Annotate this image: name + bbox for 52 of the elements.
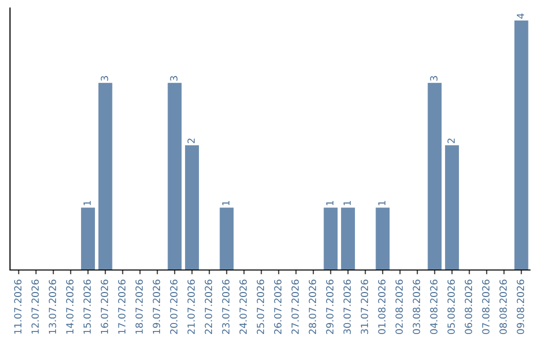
data-label: 1 [378,200,386,206]
x-tick-label: 15.07.2026 [83,280,91,334]
bar [428,82,442,270]
x-tick-label: 25.07.2026 [256,280,264,334]
x-tick-label: 08.08.2026 [499,280,507,334]
x-tick-label: 12.07.2026 [31,280,39,334]
data-label: 2 [187,138,195,144]
bar [514,20,528,270]
data-label: 1 [326,200,334,206]
x-tick-label: 01.08.2026 [378,280,386,334]
x-tick-label: 05.08.2026 [447,280,455,334]
bar [376,208,390,270]
x-tick-label: 07.08.2026 [482,280,490,334]
x-tick-label: 23.07.2026 [222,280,230,334]
x-tick-label: 13.07.2026 [48,280,56,334]
bar [98,82,112,270]
data-label: 1 [84,200,91,206]
x-tick-label: 31.07.2026 [360,280,368,334]
bar [185,145,199,270]
x-tick-label: 27.07.2026 [291,280,299,334]
x-tick-label: 09.08.2026 [516,280,524,334]
x-tick-label: 04.08.2026 [430,280,438,334]
x-tick-label: 24.07.2026 [239,280,247,334]
data-label: 2 [447,138,455,144]
x-tick-label: 17.07.2026 [118,280,126,334]
bar [168,82,182,270]
data-label: 1 [222,200,230,206]
x-tick-label: 20.07.2026 [170,280,178,334]
x-tick-label: 06.08.2026 [464,280,472,334]
x-tick-label: 21.07.2026 [187,280,195,334]
x-tick-label: 22.07.2026 [204,280,212,334]
x-tick-label: 02.08.2026 [395,280,403,334]
data-label: 1 [344,200,351,206]
x-tick-label: 03.08.2026 [412,280,420,334]
x-tick-label: 26.07.2026 [274,280,282,334]
x-tick-label: 16.07.2026 [100,280,108,334]
data-label: 3 [100,76,108,81]
x-tick-label: 11.07.2026 [14,280,22,334]
data-label: 3 [430,76,438,81]
data-label: 3 [170,76,178,81]
x-tick-label: 14.07.2026 [66,280,74,334]
x-tick-label: 28.07.2026 [308,280,316,334]
x-tick-label: 29.07.2026 [326,280,334,334]
bar [220,208,234,270]
x-tick-label: 18.07.2026 [135,280,143,334]
bar [81,208,95,270]
x-tick-label: 30.07.2026 [343,280,351,334]
bar [341,208,355,270]
data-label: 4 [516,13,524,19]
x-tick-label: 19.07.2026 [152,280,160,334]
bar [324,208,338,270]
bar [445,145,459,270]
